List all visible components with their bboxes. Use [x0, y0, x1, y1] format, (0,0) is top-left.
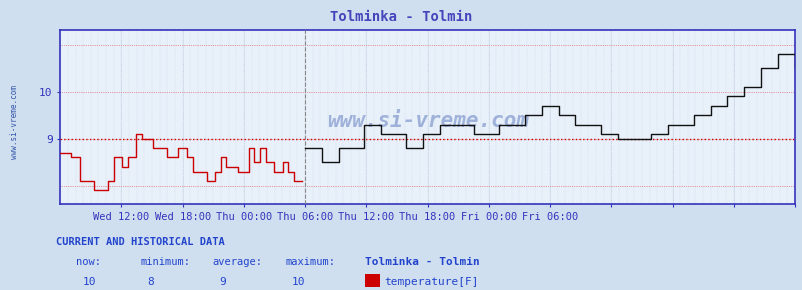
- Text: minimum:: minimum:: [140, 257, 190, 267]
- Text: now:: now:: [76, 257, 101, 267]
- Text: 8: 8: [147, 277, 153, 287]
- Text: temperature[F]: temperature[F]: [383, 277, 478, 287]
- Text: 10: 10: [291, 277, 305, 287]
- Text: CURRENT AND HISTORICAL DATA: CURRENT AND HISTORICAL DATA: [56, 237, 225, 247]
- Text: Tolminka - Tolmin: Tolminka - Tolmin: [365, 257, 480, 267]
- Text: www.si-vreme.com: www.si-vreme.com: [326, 111, 528, 131]
- Text: 10: 10: [83, 277, 96, 287]
- Text: www.si-vreme.com: www.si-vreme.com: [10, 85, 19, 159]
- Text: 9: 9: [219, 277, 225, 287]
- Text: Tolminka - Tolmin: Tolminka - Tolmin: [330, 10, 472, 24]
- Text: average:: average:: [213, 257, 262, 267]
- Text: maximum:: maximum:: [285, 257, 334, 267]
